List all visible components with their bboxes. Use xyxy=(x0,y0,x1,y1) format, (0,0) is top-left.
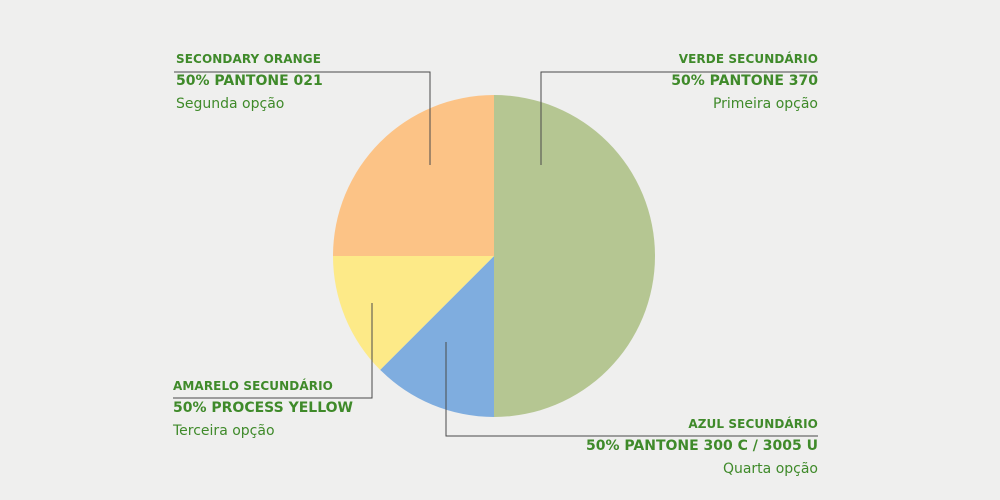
slice-option: Terceira opção xyxy=(173,423,275,439)
label-secondary-orange: SECONDARY ORANGE 50% PANTONE 021 Segunda… xyxy=(176,52,323,112)
slice-pantone: 50% PROCESS YELLOW xyxy=(173,400,353,416)
slice-name: SECONDARY ORANGE xyxy=(176,52,322,66)
pie-slice-amarelo-secundario xyxy=(333,256,494,370)
slice-name: AZUL SECUNDÁRIO xyxy=(688,417,818,431)
slice-option: Quarta opção xyxy=(722,461,818,477)
pie-slice-azul-secundario xyxy=(380,256,494,417)
pie-slice-verde-secundario xyxy=(494,95,655,417)
label-azul-secundario: AZUL SECUNDÁRIO 50% PANTONE 300 C / 3005… xyxy=(586,417,818,477)
slice-name: VERDE SECUNDÁRIO xyxy=(678,52,818,66)
leader-line-amarelo-secundario xyxy=(173,303,373,399)
leader-line-azul-secundario xyxy=(445,342,818,437)
pie-slice-secondary-orange xyxy=(333,95,494,256)
label-verde-secundario: VERDE SECUNDÁRIO 50% PANTONE 370 Primeir… xyxy=(671,52,818,112)
slice-option: Primeira opção xyxy=(712,96,818,112)
slice-pantone: 50% PANTONE 300 C / 3005 U xyxy=(586,438,818,454)
slice-pantone: 50% PANTONE 021 xyxy=(176,73,323,89)
leader-line-verde-secundario xyxy=(540,71,818,165)
leader-line-secondary-orange xyxy=(174,71,431,165)
slice-option: Segunda opção xyxy=(176,96,285,112)
slice-name: AMARELO SECUNDÁRIO xyxy=(173,379,333,393)
label-amarelo-secundario: AMARELO SECUNDÁRIO 50% PROCESS YELLOW Te… xyxy=(173,379,353,439)
slice-pantone: 50% PANTONE 370 xyxy=(671,73,818,89)
